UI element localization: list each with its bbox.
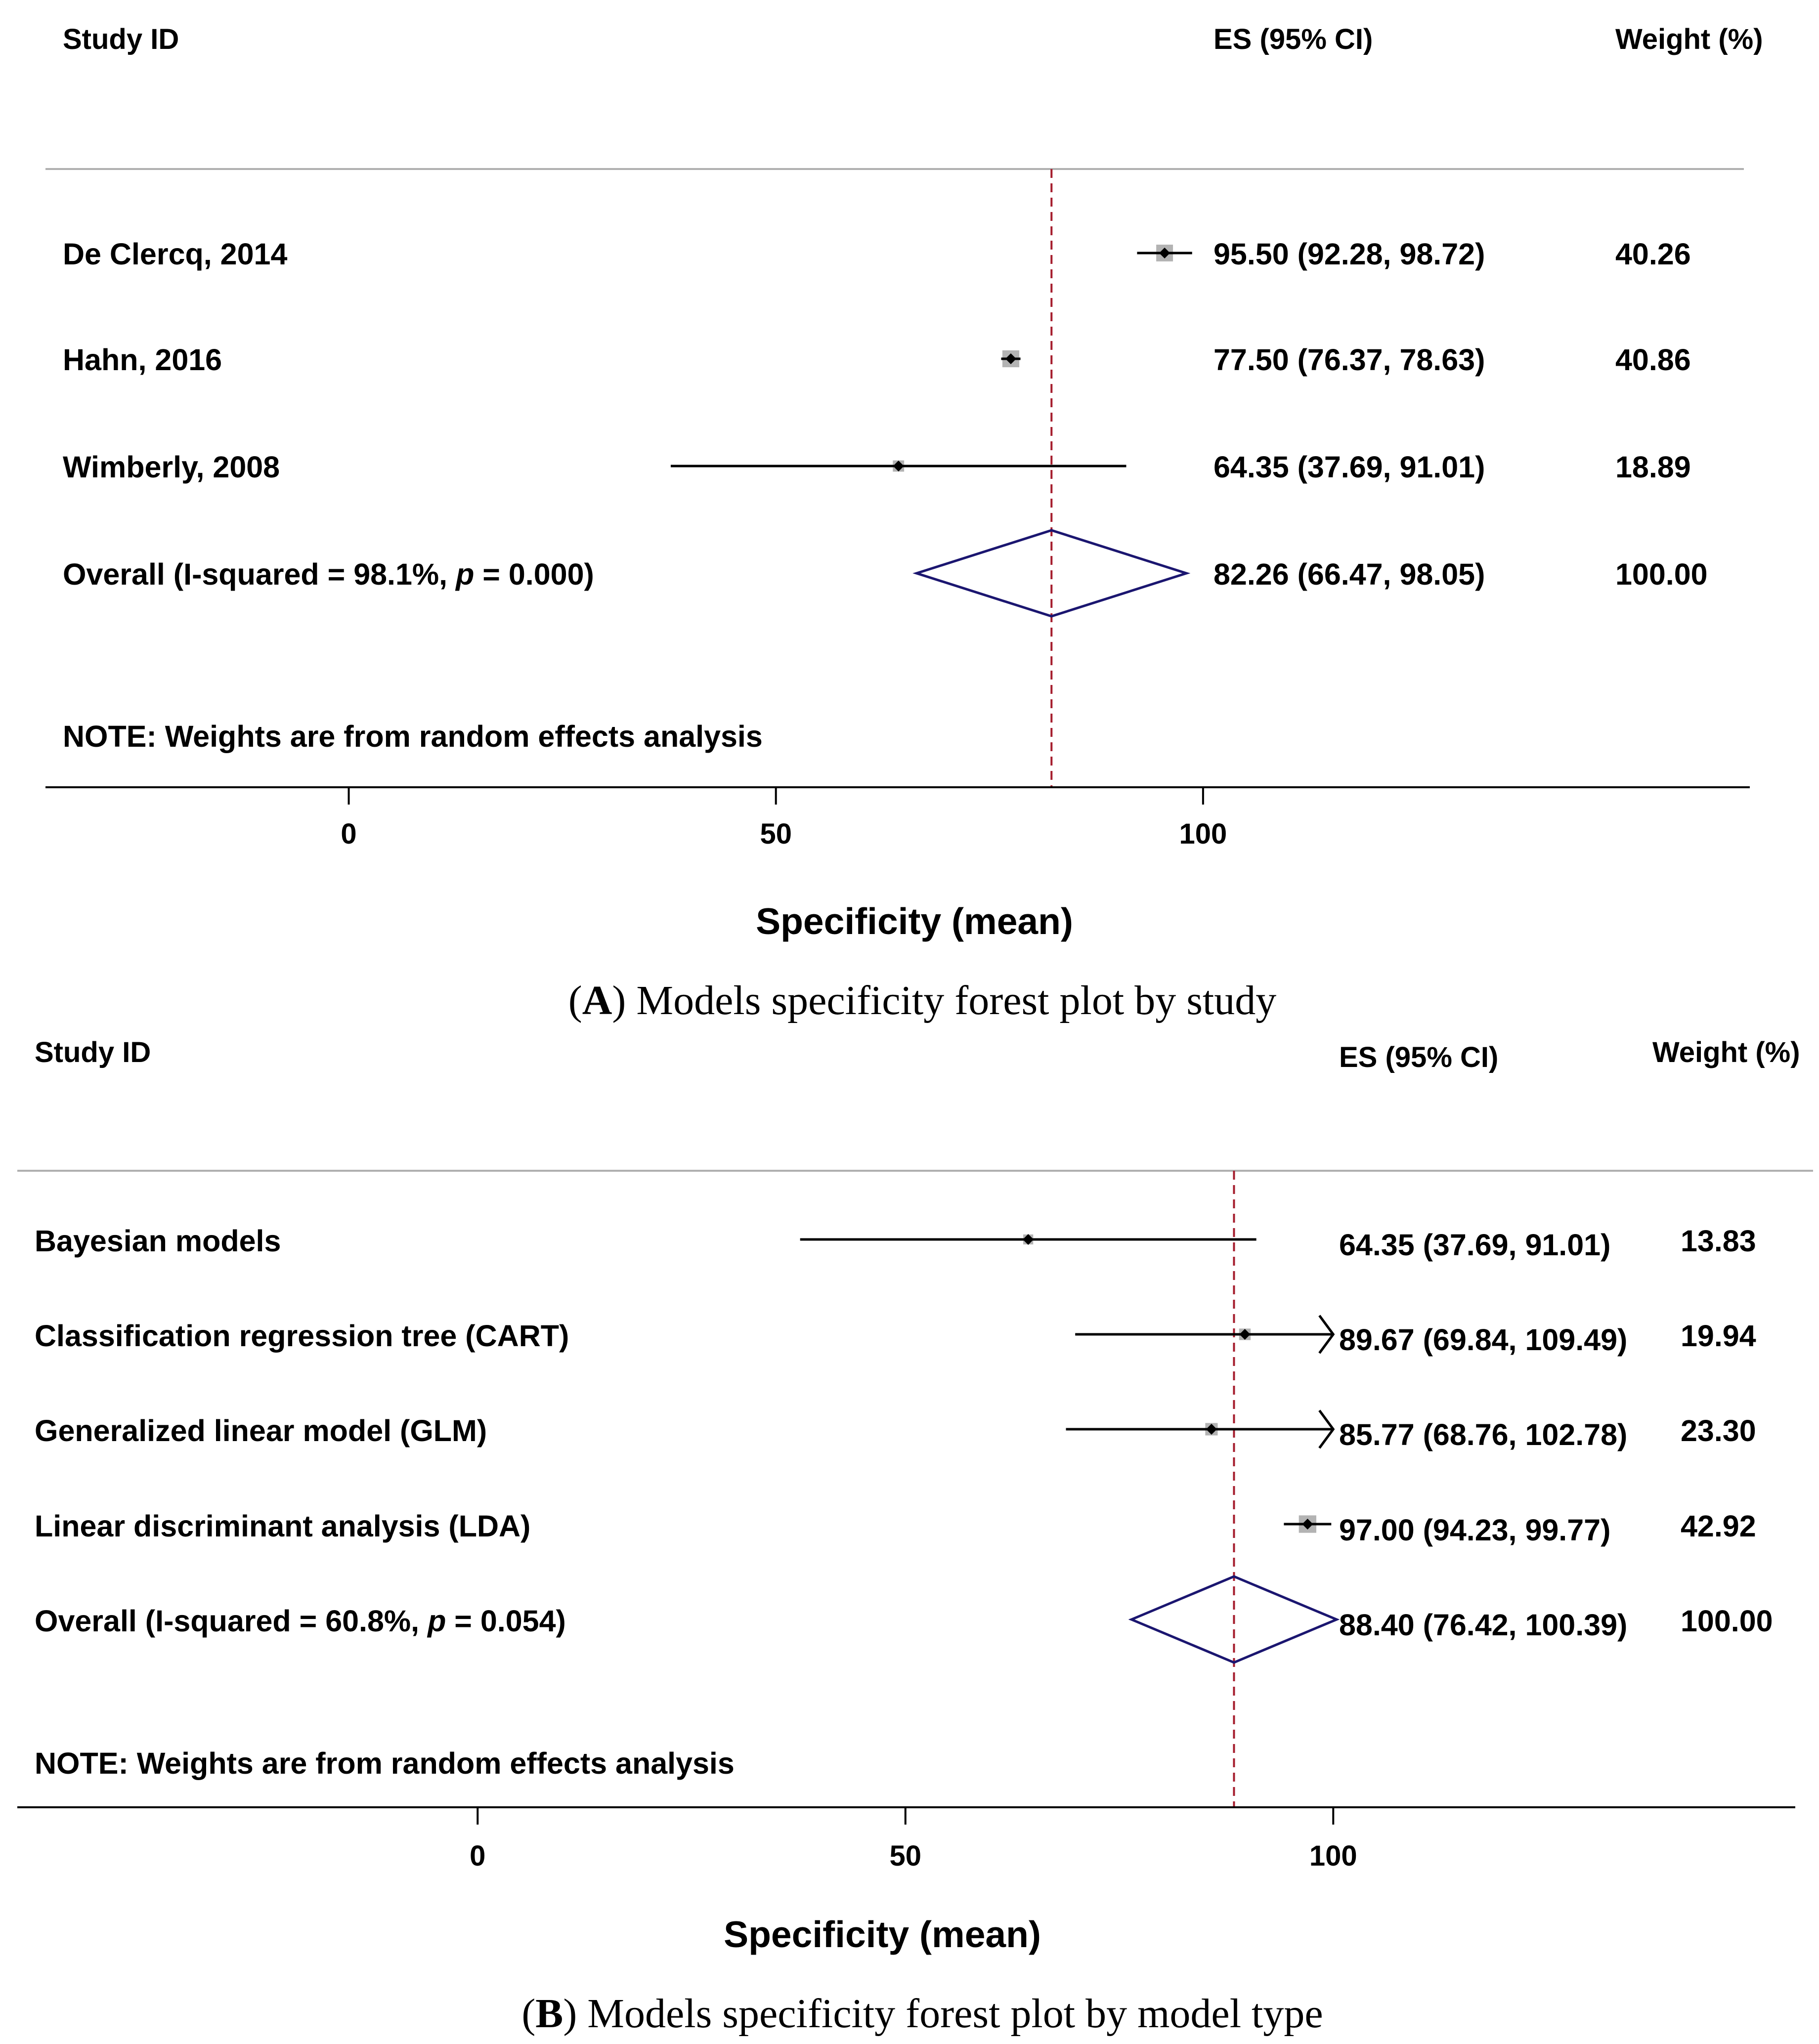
point-estimate xyxy=(1206,1424,1217,1435)
es-header: ES (95% CI) xyxy=(1213,23,1373,55)
overall-weight: 100.00 xyxy=(1681,1604,1773,1638)
study-marks xyxy=(670,245,1192,472)
point-estimate xyxy=(1302,1519,1313,1530)
overall-label: Overall (I-squared = 98.1%, p = 0.000) xyxy=(63,557,594,591)
study-id-header: Study ID xyxy=(35,1036,151,1068)
study-label: Wimberly, 2008 xyxy=(63,450,280,484)
x-tick-label: 0 xyxy=(470,1840,485,1872)
ci-arrow xyxy=(1318,1315,1335,1354)
ci-arrow xyxy=(1318,1409,1335,1449)
point-estimate xyxy=(1159,248,1170,258)
caption-paren: ( xyxy=(521,1991,535,2037)
overall-p-symbol: p xyxy=(455,557,474,591)
study-es-ci: 95.50 (92.28, 98.72) xyxy=(1213,237,1485,271)
study-weight: 23.30 xyxy=(1681,1414,1756,1448)
overall-diamond xyxy=(912,529,1191,618)
x-tick-label: 100 xyxy=(1309,1840,1357,1872)
overall-diamond xyxy=(1128,1575,1340,1664)
panel-a-forest-plot: Study ID ES (95% CI) Weight (%) De Clerc… xyxy=(45,23,1763,942)
study-es-ci: 89.67 (69.84, 109.49) xyxy=(1339,1323,1627,1357)
caption-text: ) Models specificity forest plot by mode… xyxy=(563,1991,1323,2037)
es-header: ES (95% CI) xyxy=(1339,1041,1498,1073)
point-estimate xyxy=(1023,1234,1034,1245)
study-weight: 13.83 xyxy=(1681,1224,1756,1258)
caption-panel-letter: B xyxy=(535,1991,563,2037)
overall-label: Overall (I-squared = 60.8%, p = 0.054) xyxy=(35,1604,566,1638)
weight-header: Weight (%) xyxy=(1615,23,1763,55)
point-estimate xyxy=(893,461,904,471)
overall-p-value: = 0.000) xyxy=(474,557,594,591)
study-es-ci: 85.77 (68.76, 102.78) xyxy=(1339,1418,1627,1451)
x-tick-label: 0 xyxy=(341,818,356,850)
x-tick-label: 50 xyxy=(760,818,792,850)
panel-a-caption: (A) Models specificity forest plot by st… xyxy=(568,978,1276,1023)
point-estimate xyxy=(1005,353,1017,364)
study-weight: 40.86 xyxy=(1615,343,1691,377)
study-label: Linear discriminant analysis (LDA) xyxy=(35,1509,530,1543)
study-weight: 42.92 xyxy=(1681,1509,1756,1543)
study-es-ci: 97.00 (94.23, 99.77) xyxy=(1339,1513,1610,1547)
study-weight: 40.26 xyxy=(1615,237,1691,271)
weight-header: Weight (%) xyxy=(1652,1036,1800,1068)
caption-text: ) Models specificity forest plot by stud… xyxy=(612,978,1276,1023)
study-label: Generalized linear model (GLM) xyxy=(35,1414,487,1448)
weights-note: NOTE: Weights are from random effects an… xyxy=(63,720,763,753)
point-estimate xyxy=(1239,1329,1251,1340)
study-weight: 18.89 xyxy=(1615,450,1691,484)
caption-paren: ( xyxy=(568,978,582,1023)
study-marks xyxy=(800,1234,1335,1533)
overall-es-ci: 82.26 (66.47, 98.05) xyxy=(1213,557,1485,591)
study-es-ci: 64.35 (37.69, 91.01) xyxy=(1213,450,1485,484)
study-id-header: Study ID xyxy=(63,23,179,55)
study-es-ci: 64.35 (37.69, 91.01) xyxy=(1339,1228,1610,1262)
overall-label-text: Overall (I-squared = 98.1%, xyxy=(63,557,456,591)
overall-label-text: Overall (I-squared = 60.8%, xyxy=(35,1604,428,1638)
x-tick-label: 100 xyxy=(1179,818,1227,850)
overall-weight: 100.00 xyxy=(1615,557,1708,591)
x-axis-ticks: 0 50 100 xyxy=(341,787,1227,850)
weights-note: NOTE: Weights are from random effects an… xyxy=(35,1746,735,1780)
study-label: Hahn, 2016 xyxy=(63,343,222,377)
study-label: Bayesian models xyxy=(35,1224,281,1258)
overall-es-ci: 88.40 (76.42, 100.39) xyxy=(1339,1608,1627,1642)
panel-b-forest-plot: Study ID ES (95% CI) Weight (%) Bayesian… xyxy=(17,1036,1813,1955)
panel-b-caption: (B) Models specificity forest plot by mo… xyxy=(521,1991,1323,2037)
study-label: De Clercq, 2014 xyxy=(63,237,287,271)
caption-panel-letter: A xyxy=(582,978,612,1023)
study-label: Classification regression tree (CART) xyxy=(35,1319,569,1353)
study-weight: 19.94 xyxy=(1681,1319,1756,1353)
overall-p-value: = 0.054) xyxy=(446,1604,565,1638)
x-tick-label: 50 xyxy=(890,1840,922,1872)
x-axis-label: Specificity (mean) xyxy=(756,900,1073,942)
x-axis-ticks: 0 50 100 xyxy=(470,1807,1357,1872)
x-axis-label: Specificity (mean) xyxy=(724,1914,1041,1955)
study-es-ci: 77.50 (76.37, 78.63) xyxy=(1213,343,1485,377)
overall-p-symbol: p xyxy=(427,1604,446,1638)
